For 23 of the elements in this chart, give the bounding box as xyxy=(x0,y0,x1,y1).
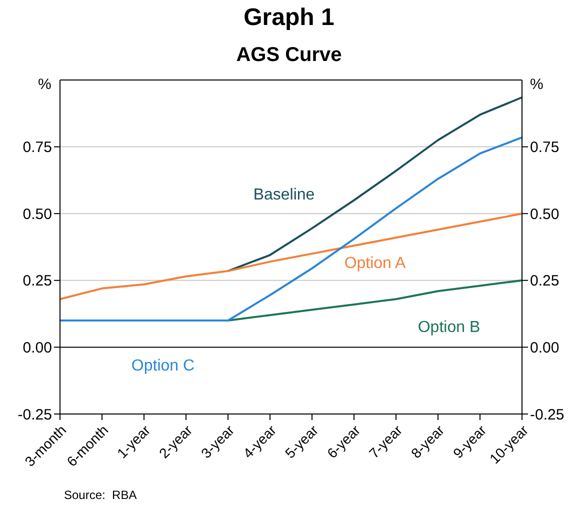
series-label: Baseline xyxy=(253,186,315,204)
y2-tick-label: 0.75 xyxy=(530,139,560,156)
line-series xyxy=(59,212,523,300)
y2-axis-title: % xyxy=(530,76,544,93)
y-tick-label: 0.25 xyxy=(22,272,52,290)
y2-tick-label: 0.00 xyxy=(530,340,560,357)
chart-title: Graph 1 xyxy=(242,3,336,33)
line-series xyxy=(59,136,523,322)
source-note: Source: RBA xyxy=(64,488,137,502)
y2-tick-label: 0.25 xyxy=(530,272,560,290)
series-label: Option A xyxy=(344,254,406,272)
y-tick-label: -0.25 xyxy=(18,406,52,424)
chart-subtitle: AGS Curve xyxy=(235,43,343,68)
y2-tick-label: -0.25 xyxy=(530,406,564,424)
text: Option C xyxy=(131,358,195,375)
line-series xyxy=(227,279,523,322)
series-label: Option B xyxy=(418,318,480,336)
y-tick-label: 0.50 xyxy=(22,206,52,223)
line-series xyxy=(227,96,523,272)
y-tick-label: 0.00 xyxy=(22,340,52,357)
y-axis-title: % xyxy=(38,76,52,93)
y2-tick-label: 0.50 xyxy=(530,206,560,223)
y-tick-label: 0.75 xyxy=(22,139,52,156)
